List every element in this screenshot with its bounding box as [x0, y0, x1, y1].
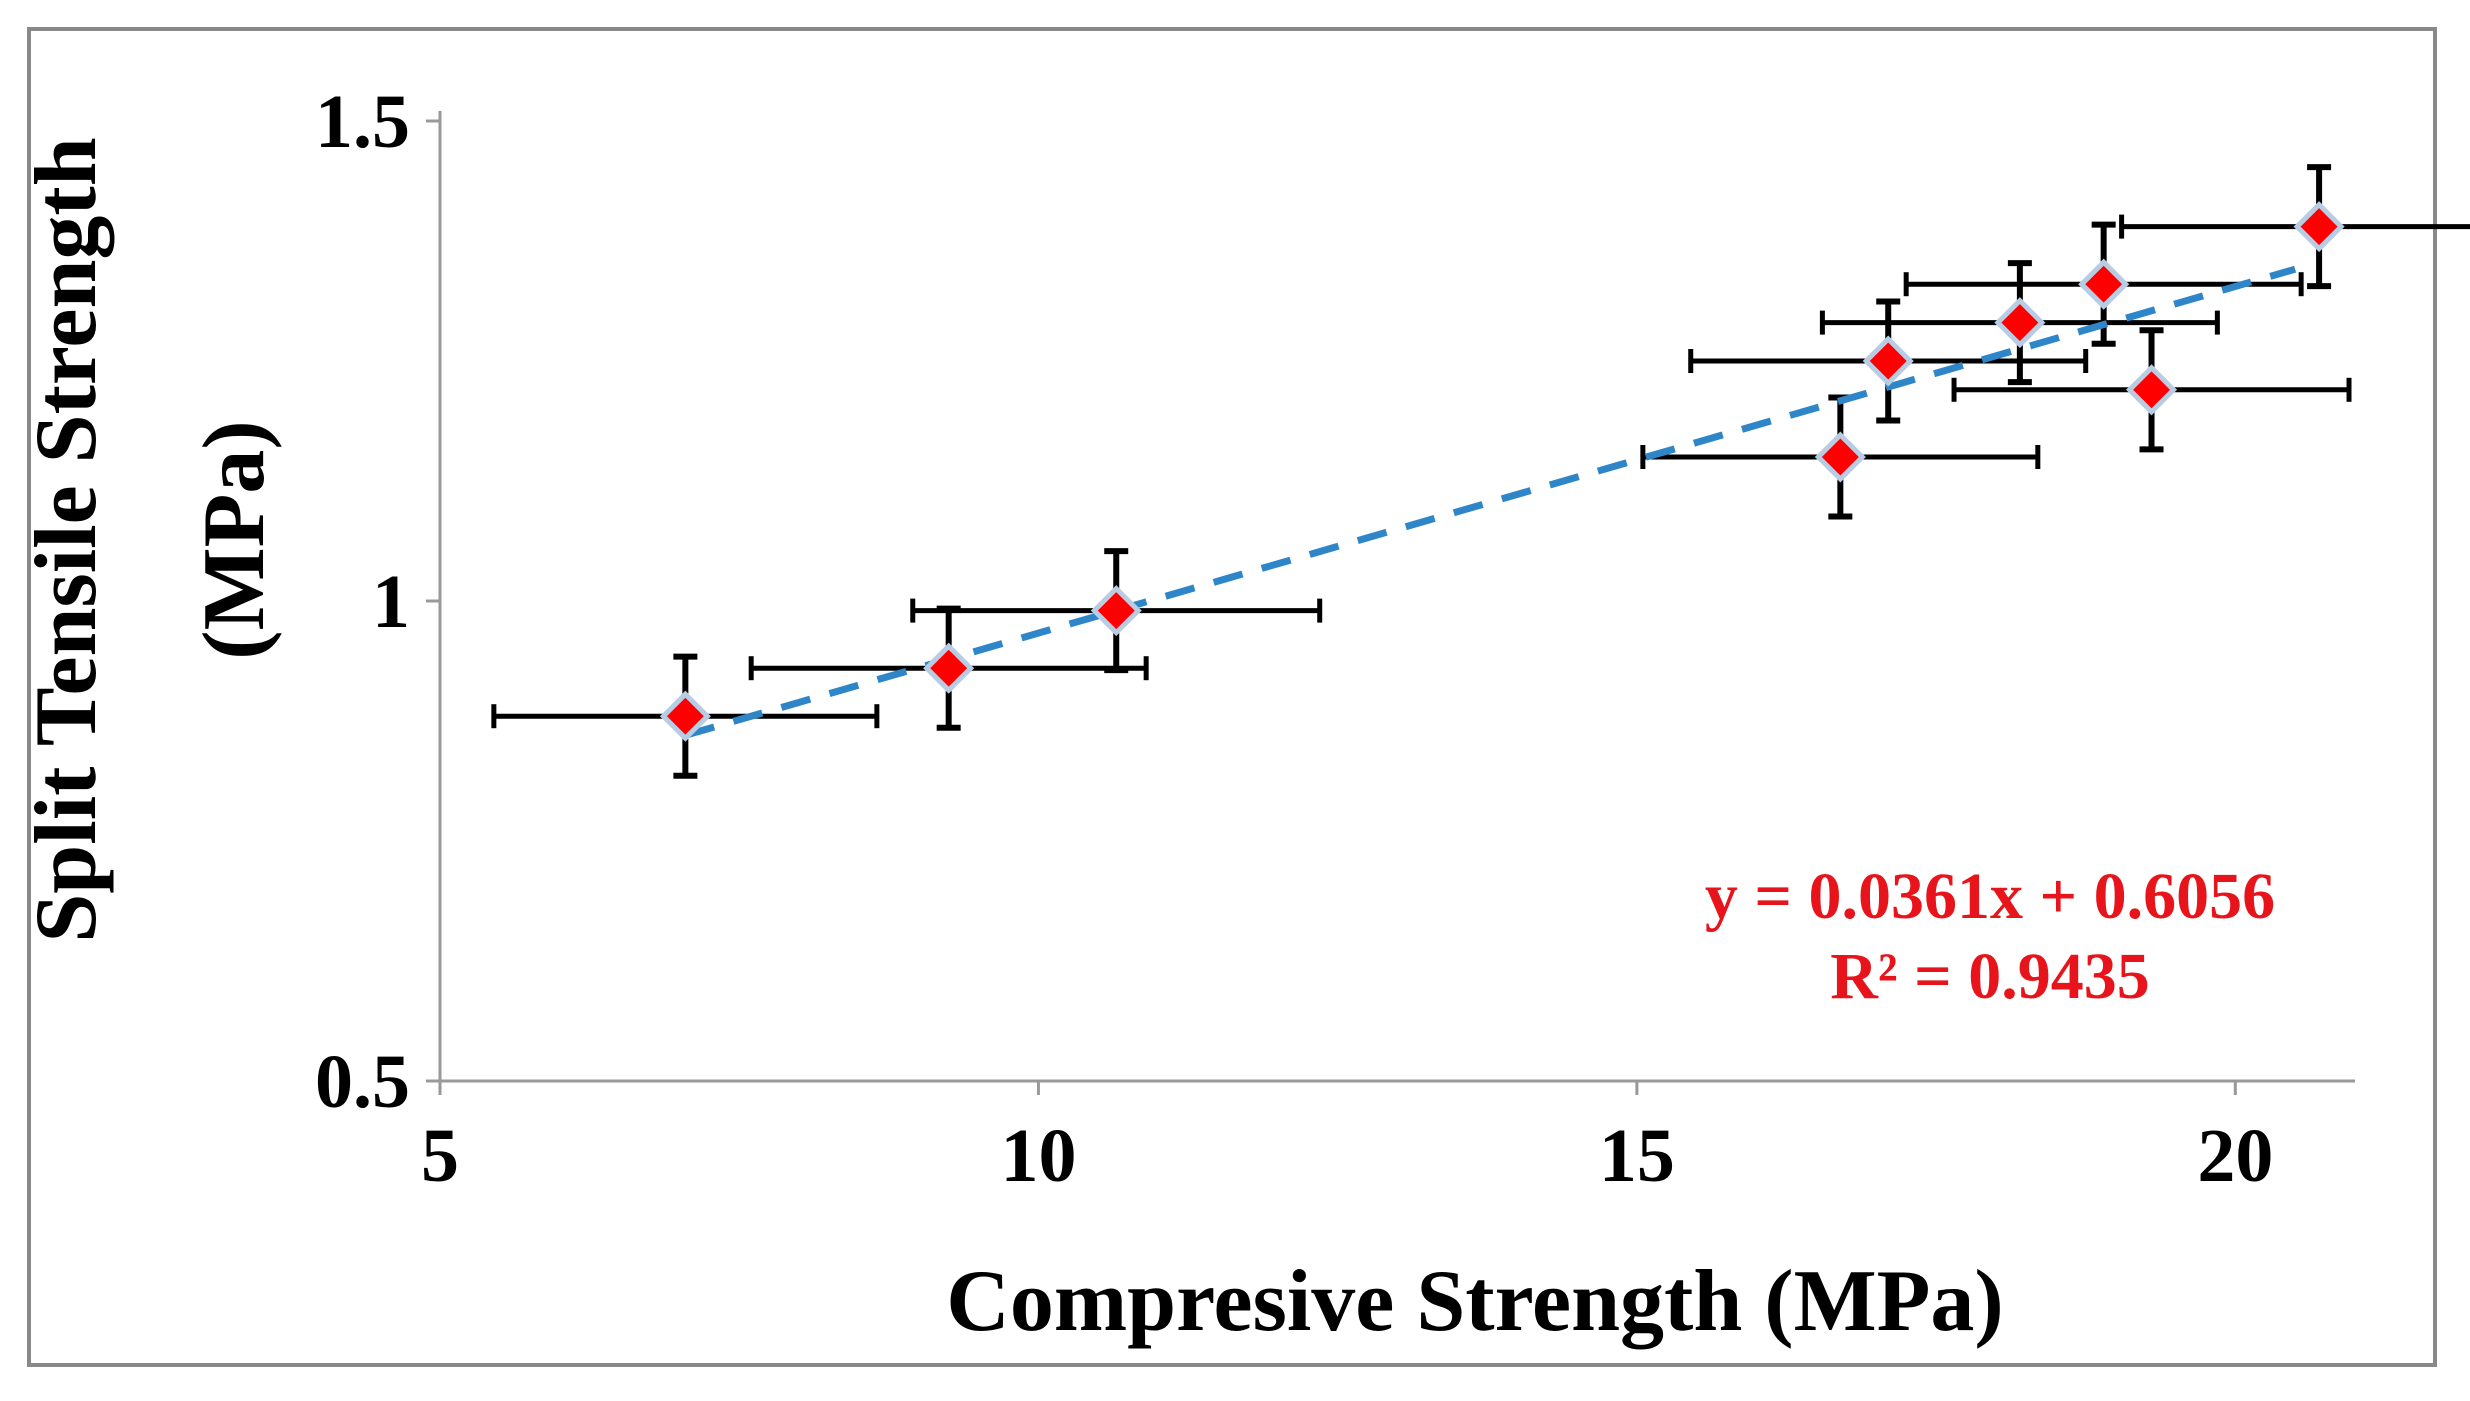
x-axis-title: Compresive Strength (MPa) — [946, 1253, 2003, 1350]
data-point-marker — [1090, 585, 1142, 637]
data-point-marker — [659, 690, 711, 742]
x-tick-label: 5 — [421, 1114, 459, 1198]
y-axis-title: Split Tensile Strength (MPa) — [18, 137, 283, 942]
tick-labels: 5 10 15 20 0.5 1 1.5 — [315, 80, 2273, 1198]
y-tick-label: 1 — [372, 560, 410, 644]
data-points — [659, 201, 2345, 742]
data-point-marker — [2293, 201, 2345, 253]
x-tick-label: 15 — [1599, 1114, 1675, 1198]
axes — [426, 111, 2355, 1095]
chart-frame — [27, 27, 2437, 1367]
error-bars — [491, 164, 2470, 779]
data-point-marker — [1994, 297, 2046, 349]
data-point-marker — [2125, 364, 2178, 416]
data-point-marker — [1814, 431, 1866, 483]
x-tick-label: 10 — [1000, 1114, 1076, 1198]
x-tick-label: 20 — [2197, 1114, 2273, 1198]
y-axis-title-line2: (MPa) — [186, 420, 283, 659]
y-axis-title-line1: Split Tensile Strength — [18, 137, 115, 942]
data-point-marker — [1862, 335, 1914, 387]
y-tick-label: 1.5 — [315, 80, 410, 164]
r-squared-label: R² = 0.9435 — [1830, 940, 2150, 1013]
y-tick-label: 0.5 — [315, 1040, 410, 1124]
data-point-marker — [2078, 258, 2130, 310]
trendline-equation: y = 0.0361x + 0.6056 — [1705, 860, 2275, 933]
data-point-marker — [923, 642, 975, 694]
